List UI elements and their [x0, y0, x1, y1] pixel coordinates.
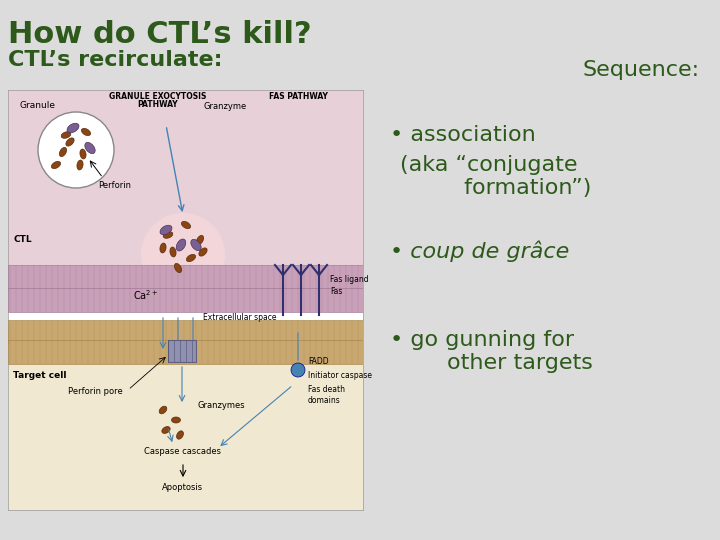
Bar — [8, 265, 363, 289]
Text: CTL’s recirculate:: CTL’s recirculate: — [8, 50, 222, 70]
Circle shape — [291, 363, 305, 377]
Ellipse shape — [171, 417, 181, 423]
Text: Ca$^{2+}$: Ca$^{2+}$ — [133, 288, 158, 302]
Bar — [168, 340, 196, 362]
Text: Fas ligand: Fas ligand — [330, 275, 369, 285]
Ellipse shape — [174, 264, 181, 273]
Ellipse shape — [51, 161, 60, 168]
Ellipse shape — [197, 235, 204, 245]
Text: Caspase cascades: Caspase cascades — [145, 448, 222, 456]
Bar — [8, 335, 363, 510]
Ellipse shape — [160, 225, 172, 235]
Ellipse shape — [81, 129, 91, 136]
Text: CTL: CTL — [13, 235, 32, 245]
Bar — [8, 288, 363, 312]
Text: • go gunning for
        other targets: • go gunning for other targets — [390, 330, 593, 373]
Ellipse shape — [67, 123, 79, 133]
Bar — [8, 280, 363, 335]
Text: Granzyme: Granzyme — [203, 102, 246, 111]
Text: GRANULE EXOCYTOSIS: GRANULE EXOCYTOSIS — [109, 92, 207, 101]
Text: (aka “conjugate
         formation”): (aka “conjugate formation”) — [400, 155, 591, 198]
Text: Extracellular space: Extracellular space — [203, 313, 276, 321]
Text: Fas death
domains: Fas death domains — [308, 386, 345, 404]
Ellipse shape — [80, 149, 86, 159]
Text: Perforin pore: Perforin pore — [68, 388, 122, 396]
Ellipse shape — [191, 239, 201, 251]
Bar — [8, 90, 363, 280]
Text: Sequence:: Sequence: — [583, 60, 700, 80]
Text: Initiator caspase: Initiator caspase — [308, 370, 372, 380]
Circle shape — [38, 112, 114, 188]
Text: Fas: Fas — [330, 287, 343, 296]
Ellipse shape — [162, 427, 170, 434]
Ellipse shape — [61, 132, 71, 138]
Circle shape — [141, 213, 225, 297]
Ellipse shape — [170, 247, 176, 257]
Text: Perforin: Perforin — [98, 180, 131, 190]
Text: Target cell: Target cell — [13, 370, 66, 380]
Ellipse shape — [186, 254, 196, 261]
Ellipse shape — [159, 406, 167, 414]
Text: How do CTL’s kill?: How do CTL’s kill? — [8, 20, 312, 49]
Ellipse shape — [199, 248, 207, 256]
Ellipse shape — [163, 232, 173, 238]
Ellipse shape — [160, 243, 166, 253]
Ellipse shape — [59, 147, 67, 157]
Text: FADD: FADD — [308, 357, 328, 367]
Text: Granzymes: Granzymes — [198, 401, 246, 409]
Bar — [8, 320, 363, 344]
Text: • coup de grâce: • coup de grâce — [390, 240, 570, 261]
Ellipse shape — [66, 138, 74, 146]
Ellipse shape — [176, 431, 184, 439]
Ellipse shape — [77, 160, 83, 170]
Text: PATHWAY: PATHWAY — [138, 100, 179, 109]
Ellipse shape — [181, 221, 191, 228]
Text: FAS PATHWAY: FAS PATHWAY — [269, 92, 328, 101]
Text: • association: • association — [390, 125, 536, 145]
Ellipse shape — [85, 143, 95, 153]
Text: Apoptosis: Apoptosis — [163, 483, 204, 492]
Ellipse shape — [176, 239, 186, 251]
Text: Granule: Granule — [20, 101, 56, 110]
Bar — [8, 340, 363, 364]
